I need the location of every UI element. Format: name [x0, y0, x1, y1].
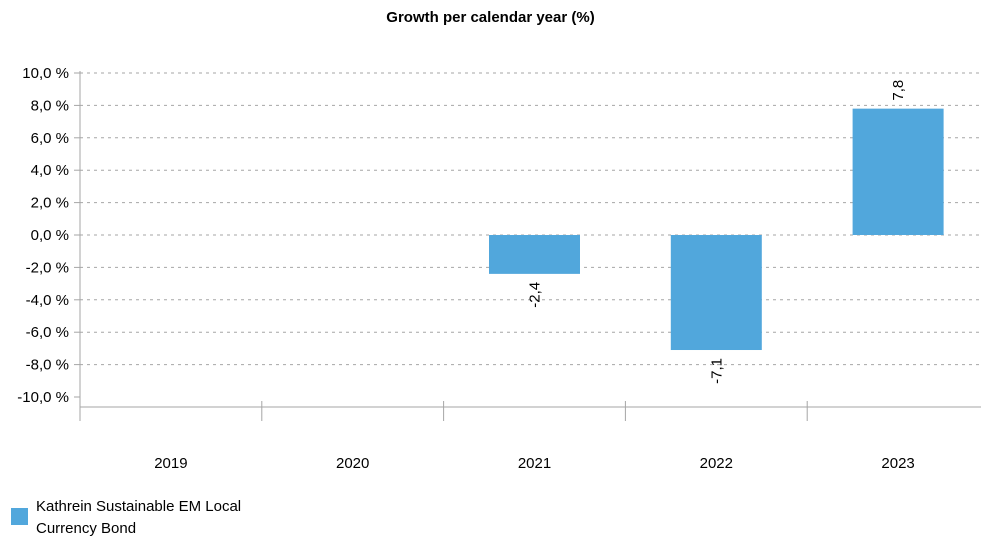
bar [489, 235, 580, 274]
y-tick-label: -10,0 % [17, 389, 69, 406]
bar [670, 235, 762, 351]
legend-label: Kathrein Sustainable EM Local Currency B… [36, 498, 242, 537]
x-tick-label: 2021 [518, 455, 551, 472]
gridlines [80, 72, 981, 366]
x-tick-label: 2023 [881, 455, 914, 472]
y-tick-label: 4,0 % [31, 162, 69, 179]
data-labels: -2,4 -7,1 7,8 [527, 80, 908, 384]
x-tick-label: 2019 [154, 455, 187, 472]
y-tick-label: 6,0 % [31, 130, 69, 147]
y-tick-label: 10,0 % [22, 65, 69, 82]
data-label: 7,8 [890, 80, 907, 101]
bar [852, 108, 944, 235]
x-axis-tick-labels: 2019 2020 2021 2022 2023 [154, 455, 915, 472]
y-tick-label: -8,0 % [26, 357, 69, 374]
x-tick-label: 2020 [336, 455, 369, 472]
y-axis-tick-labels: 10,0 % 8,0 % 6,0 % 4,0 % 2,0 % 0,0 % -2,0 % -4,… [17, 65, 80, 406]
bars [489, 108, 944, 351]
y-tick-label: 2,0 % [31, 195, 69, 212]
x-tick-label: 2022 [700, 455, 733, 472]
legend-swatch [11, 508, 28, 525]
chart-title: Growth per calendar year (%) [386, 9, 595, 26]
y-tick-label: -2,0 % [26, 259, 69, 276]
y-tick-label: 0,0 % [31, 227, 69, 244]
data-label: -2,4 [527, 282, 544, 308]
y-tick-label: 8,0 % [31, 97, 69, 114]
data-label: -7,1 [708, 358, 725, 384]
y-tick-label: -6,0 % [26, 324, 69, 341]
legend: Kathrein Sustainable EM Local Currency B… [11, 496, 286, 540]
y-tick-label: -4,0 % [26, 292, 69, 309]
axes [79, 71, 981, 421]
bar-chart: 10,0 % 8,0 % 6,0 % 4,0 % 2,0 % 0,0 % -2,0 % -4,… [17, 65, 981, 472]
